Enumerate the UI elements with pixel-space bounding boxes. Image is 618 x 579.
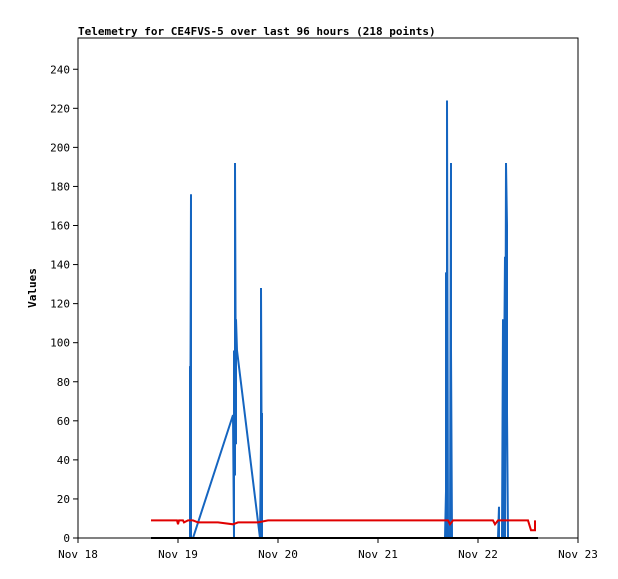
y-axis: 0 20 40 60 80 100 120 140 160 180 200 220 240 <box>50 63 78 545</box>
series-layer <box>151 100 538 539</box>
y-tick-label: 160 <box>50 220 70 233</box>
y-tick-label: 20 <box>57 493 70 506</box>
y-tick-label: 100 <box>50 337 70 350</box>
y-axis-label: Values <box>26 268 39 308</box>
series-line-1 <box>189 100 509 539</box>
y-tick-label: 40 <box>57 454 70 467</box>
y-tick-label: 120 <box>50 298 70 311</box>
x-axis: Nov 18 Nov 19 Nov 20 Nov 21 Nov 22 Nov 23 <box>58 538 598 561</box>
chart-title: Telemetry for CE4FVS-5 over last 96 hour… <box>78 25 436 38</box>
series-line-2 <box>151 519 536 532</box>
x-tick-label: Nov 22 <box>458 548 498 561</box>
x-tick-label: Nov 23 <box>558 548 598 561</box>
x-tick-label: Nov 19 <box>158 548 198 561</box>
y-tick-label: 140 <box>50 259 70 272</box>
y-tick-label: 80 <box>57 376 70 389</box>
y-tick-label: 240 <box>50 63 70 76</box>
y-tick-label: 180 <box>50 180 70 193</box>
x-tick-label: Nov 21 <box>358 548 398 561</box>
y-tick-label: 200 <box>50 141 70 154</box>
x-tick-label: Nov 18 <box>58 548 98 561</box>
y-tick-label: 0 <box>63 532 70 545</box>
plot-area <box>77 37 579 539</box>
y-tick-label: 220 <box>50 102 70 115</box>
y-tick-label: 60 <box>57 415 70 428</box>
x-tick-label: Nov 20 <box>258 548 298 561</box>
